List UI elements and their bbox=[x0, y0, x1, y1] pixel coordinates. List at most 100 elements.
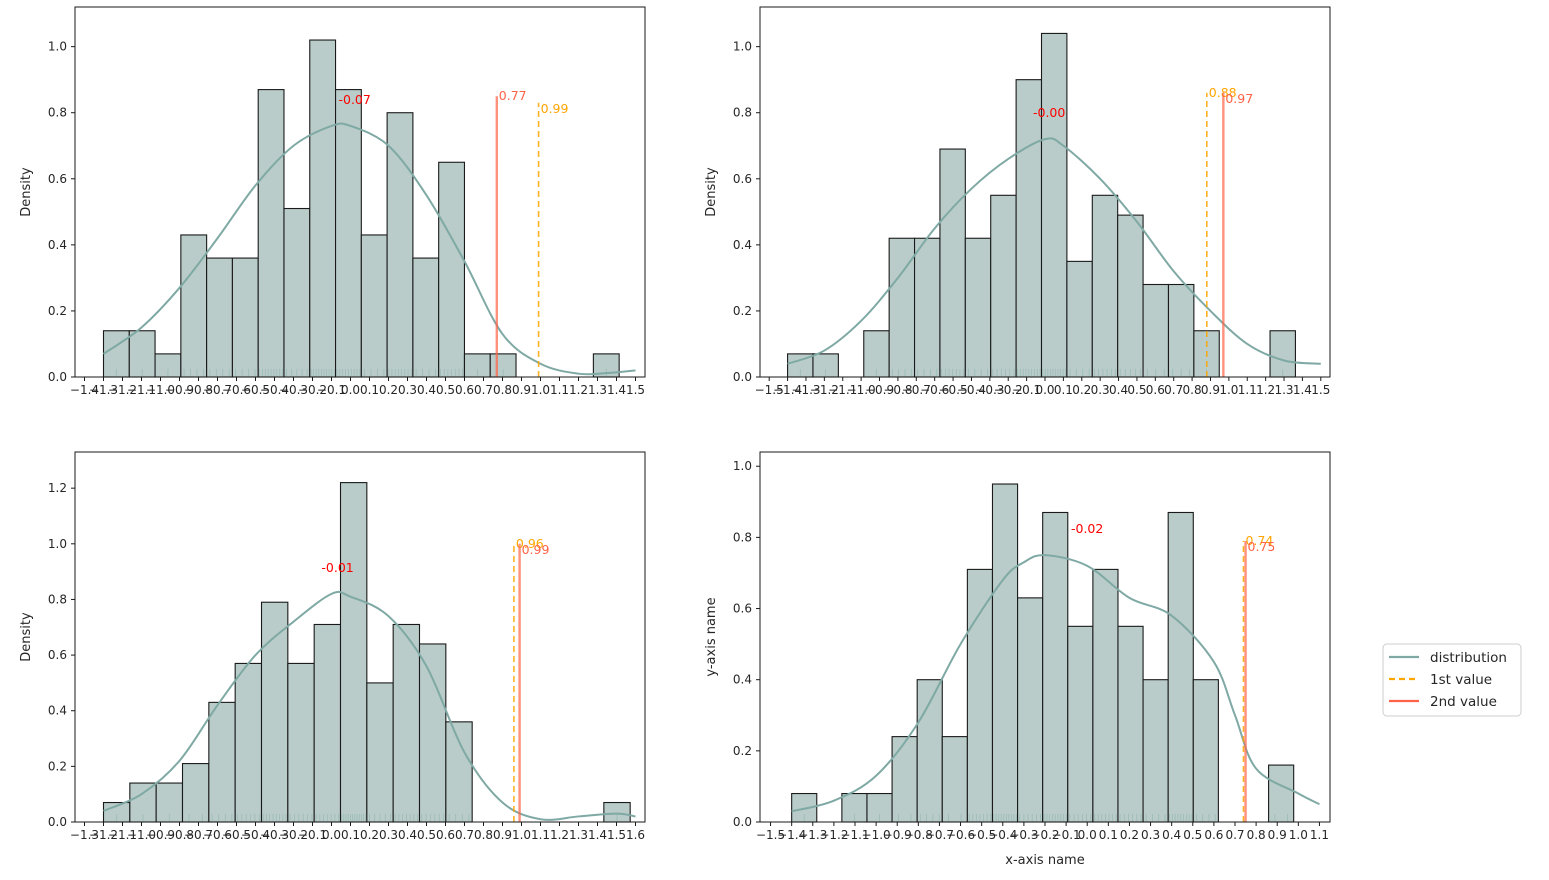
x-tick-label: 0.7 bbox=[455, 828, 474, 842]
x-tick-label: −0.3 bbox=[1009, 828, 1038, 842]
x-tick-label: 1.5 bbox=[607, 828, 626, 842]
x-tick-label: −0.8 bbox=[165, 828, 194, 842]
histogram-bars bbox=[787, 32, 1296, 378]
x-tick-label: −0.1 bbox=[1052, 828, 1081, 842]
x-tick-label: 1.2 bbox=[550, 828, 569, 842]
histogram-bar bbox=[360, 234, 388, 378]
first-value-label: 0.88 bbox=[1209, 85, 1237, 100]
histogram-bar bbox=[260, 601, 289, 823]
x-tick-label: 0.1 bbox=[341, 828, 360, 842]
x-tick-label: −0.3 bbox=[260, 828, 289, 842]
histogram-bar bbox=[257, 89, 285, 378]
x-tick-label: 1.1 bbox=[1310, 828, 1329, 842]
x-tick-label: 0.6 bbox=[436, 828, 455, 842]
histogram-bar bbox=[1091, 194, 1119, 378]
y-tick-label: 0.6 bbox=[733, 602, 752, 616]
second-value-label: 0.97 bbox=[1225, 91, 1253, 106]
x-tick-label: 0.3 bbox=[379, 828, 398, 842]
x-tick-label: 1.4 bbox=[607, 383, 626, 397]
x-tick-label: −0.8 bbox=[184, 383, 213, 397]
x-tick-label: −1.0 bbox=[146, 383, 175, 397]
legend-label: distribution bbox=[1430, 650, 1507, 666]
x-tick-label: 0.9 bbox=[512, 383, 531, 397]
x-tick-label: 1.0 bbox=[512, 828, 531, 842]
x-tick-label: −0.6 bbox=[222, 383, 251, 397]
histogram-bar bbox=[334, 89, 362, 378]
histogram-bar bbox=[313, 623, 342, 823]
first-value-label: 0.96 bbox=[516, 536, 544, 551]
kde-curve bbox=[787, 137, 1321, 365]
x-tick-label: 1.3 bbox=[588, 383, 607, 397]
x-tick-label: 1.1 bbox=[1238, 383, 1257, 397]
x-tick-label: −0.7 bbox=[902, 383, 931, 397]
y-tick-label: 1.0 bbox=[48, 40, 67, 54]
x-tick-label: −0.8 bbox=[883, 383, 912, 397]
x-tick-label: −0.9 bbox=[883, 828, 912, 842]
histogram-bar bbox=[1042, 511, 1069, 823]
histogram-bar bbox=[1017, 597, 1044, 823]
x-tick-label: 0.9 bbox=[1268, 828, 1287, 842]
x-tick-label: −0.9 bbox=[146, 828, 175, 842]
x-tick-label: −1.1 bbox=[108, 828, 137, 842]
x-tick-label: −0.4 bbox=[260, 383, 289, 397]
histogram-bar bbox=[991, 483, 1019, 823]
x-tick-label: 0.9 bbox=[1201, 383, 1220, 397]
x-tick-label: 0.8 bbox=[1183, 383, 1202, 397]
x-tick-label: 0.4 bbox=[398, 828, 417, 842]
y-tick-label: 0.4 bbox=[733, 238, 752, 252]
y-tick-label: 0.4 bbox=[733, 673, 752, 687]
y-tick-label: 1.0 bbox=[48, 537, 67, 551]
x-tick-label: −1.2 bbox=[108, 383, 137, 397]
subplot-top-right: 0.880.97-0.00−1.5−1.4−1.3−1.2−1.1−1.0−0.… bbox=[704, 6, 1331, 397]
histogram-bar bbox=[412, 257, 440, 378]
legend: distribution 1st value 2nd value bbox=[1382, 643, 1522, 717]
first-value-label: 0.74 bbox=[1245, 533, 1273, 548]
histogram-bar bbox=[231, 257, 259, 378]
x-tick-label: 1.1 bbox=[531, 828, 550, 842]
y-axis-label: Density bbox=[19, 167, 34, 217]
y-tick-label: 0.6 bbox=[48, 648, 67, 662]
x-tick-label: 1.6 bbox=[626, 828, 645, 842]
x-tick-label: 1.3 bbox=[1274, 383, 1293, 397]
y-tick-label: 0.2 bbox=[48, 304, 67, 318]
histogram-bar bbox=[1040, 32, 1068, 378]
mean-label: -0.01 bbox=[321, 560, 353, 575]
y-tick-label: 0.0 bbox=[48, 815, 67, 829]
rug-marks bbox=[803, 814, 1288, 822]
x-tick-label: −0.7 bbox=[925, 828, 954, 842]
subplot-top-left: 0.770.99-0.07−1.4−1.3−1.2−1.1−1.0−0.9−0.… bbox=[19, 6, 646, 397]
mean-label: -0.00 bbox=[1033, 105, 1065, 120]
x-tick-label: 0.4 bbox=[417, 383, 436, 397]
x-tick-label: 1.0 bbox=[1289, 828, 1308, 842]
x-tick-label: −0.8 bbox=[904, 828, 933, 842]
histogram-bar bbox=[418, 643, 447, 823]
mean-label: -0.07 bbox=[339, 92, 371, 107]
x-tick-label: 0.0 bbox=[341, 383, 360, 397]
second-value-label: 0.75 bbox=[1248, 539, 1276, 554]
x-tick-label: 0.8 bbox=[474, 828, 493, 842]
x-tick-label: −1.0 bbox=[127, 828, 156, 842]
histogram-bar bbox=[181, 763, 210, 823]
x-tick-label: −0.9 bbox=[165, 383, 194, 397]
x-tick-label: 0.0 bbox=[1078, 828, 1097, 842]
x-tick-label: 0.2 bbox=[360, 828, 379, 842]
histogram-bar bbox=[392, 623, 421, 823]
histogram-bar bbox=[1117, 214, 1144, 378]
y-tick-label: 0.8 bbox=[733, 530, 752, 544]
x-tick-label: −0.1 bbox=[298, 828, 327, 842]
x-tick-label: 0.3 bbox=[1141, 828, 1160, 842]
histogram-bars bbox=[102, 482, 631, 823]
x-tick-label: −1.1 bbox=[127, 383, 156, 397]
histogram-bar bbox=[1092, 568, 1119, 823]
x-tick-label: 0.5 bbox=[1183, 828, 1202, 842]
x-tick-label: −1.4 bbox=[773, 383, 802, 397]
histogram-bar bbox=[1142, 679, 1169, 823]
histogram-bar bbox=[206, 257, 233, 378]
x-tick-label: 0.4 bbox=[1109, 383, 1128, 397]
histogram-bar bbox=[1167, 283, 1195, 378]
y-axis-label: Density bbox=[704, 167, 719, 217]
kde-curve bbox=[102, 122, 636, 376]
legend-label: 2nd value bbox=[1430, 694, 1497, 710]
histogram-bar bbox=[180, 234, 208, 378]
